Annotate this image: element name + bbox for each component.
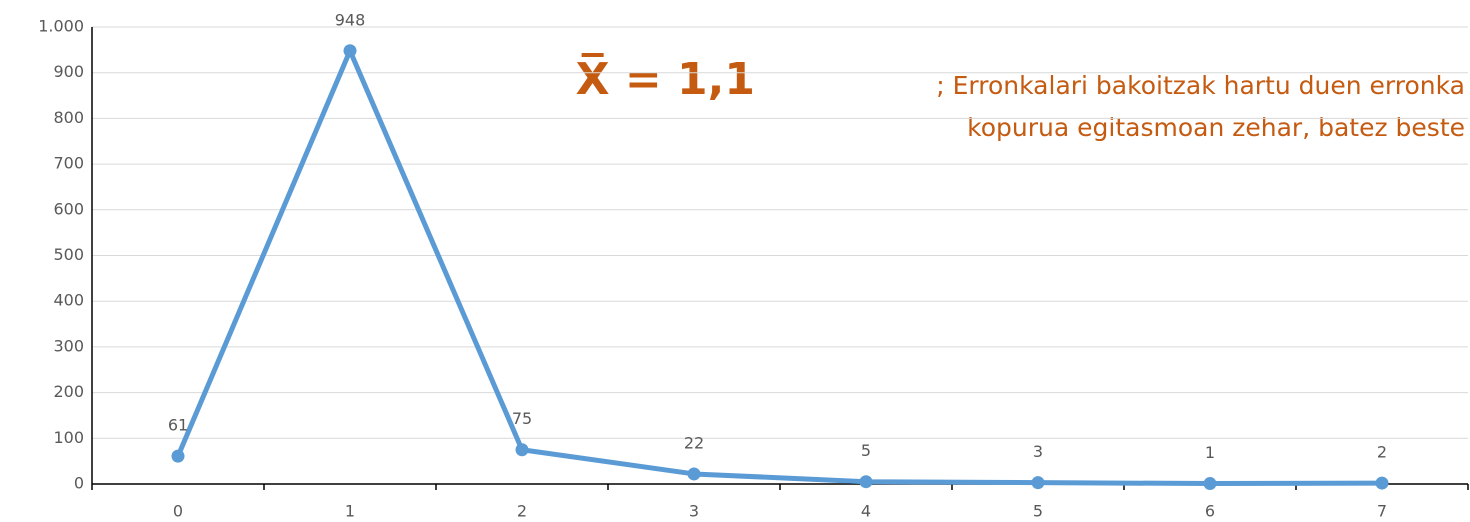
x-tick-label: 3 [689,502,699,521]
y-tick-label: 100 [53,428,84,447]
x-tick-label: 0 [173,502,183,521]
x-tick-label: 5 [1033,502,1043,521]
y-tick-label: 700 [53,154,84,173]
data-label: 3 [1033,442,1043,461]
data-label: 61 [168,416,188,435]
point [1031,476,1045,490]
data-label: 1 [1205,443,1215,462]
y-tick-label: 600 [53,199,84,218]
x-tick-label: 2 [517,502,527,521]
data-label: 22 [684,433,704,452]
y-tick-label: 400 [53,291,84,310]
point [859,475,873,489]
mean-annotation: X̅ = 1,1 [576,51,755,105]
x-tick-label: 7 [1377,502,1387,521]
point [171,449,185,463]
x-tick-label: 4 [861,502,871,521]
point [1203,477,1217,491]
point [343,44,357,58]
point [515,443,529,457]
y-tick-label: 800 [53,108,84,127]
series-line [175,48,1383,487]
y-tick-label: 900 [53,62,84,81]
data-label: 75 [512,409,532,428]
data-label: 948 [335,10,366,29]
annotation-line: ; Erronkalari bakoitzak hartu duen erron… [936,71,1465,100]
y-tick-label: 0 [74,474,84,493]
point [1375,476,1389,490]
data-label: 2 [1377,443,1387,462]
x-tick-label: 6 [1205,502,1215,521]
y-tick-label: 300 [53,336,84,355]
x-tick-label: 1 [345,502,355,521]
data-label: 5 [861,441,871,460]
point [687,467,701,481]
y-tick-label: 200 [53,382,84,401]
y-tick-label: 500 [53,245,84,264]
y-tick-label: 1.000 [38,17,84,36]
annotation-line: kopurua egitasmoan zehar, batez beste [967,113,1465,142]
